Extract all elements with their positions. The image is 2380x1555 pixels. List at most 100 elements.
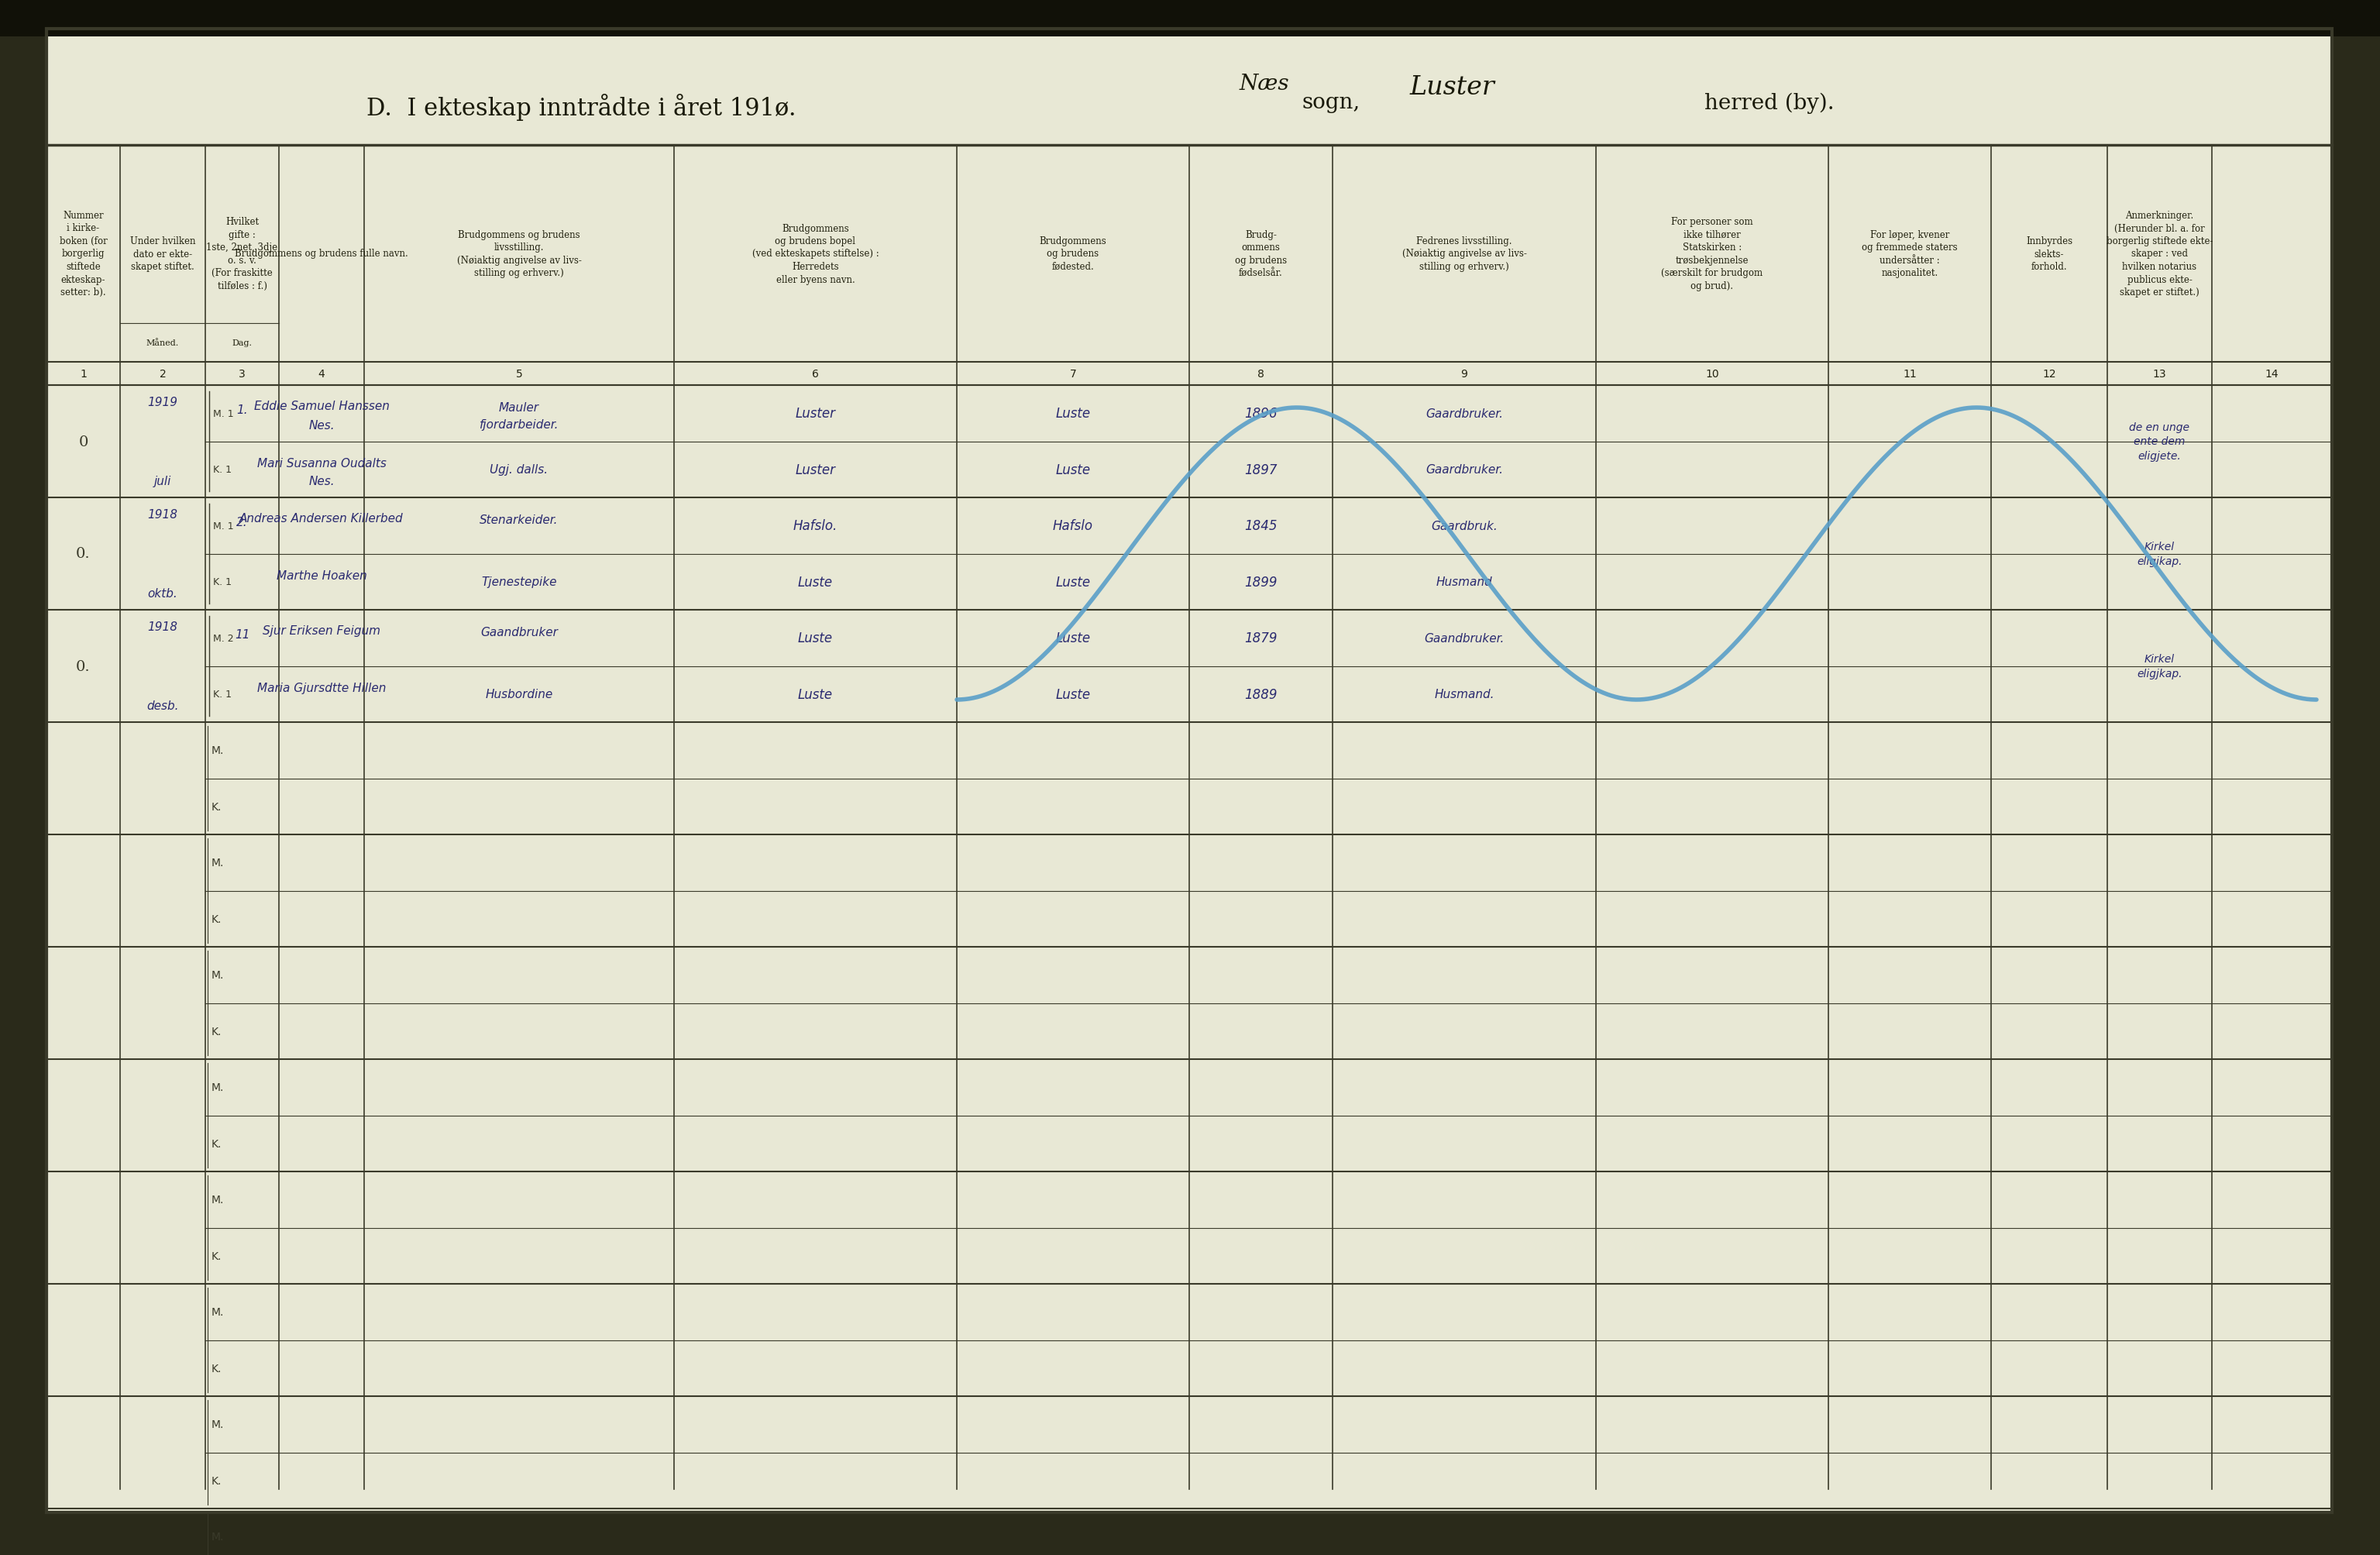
Text: Luste: Luste bbox=[1057, 575, 1090, 589]
Text: M. 1: M. 1 bbox=[214, 521, 233, 532]
Text: herred (by).: herred (by). bbox=[1704, 92, 1835, 114]
Bar bbox=[0, 0, 2380, 22]
Text: Brudgommens og brudens fulle navn.: Brudgommens og brudens fulle navn. bbox=[236, 249, 409, 260]
Text: Maria Gjursdtte Hillen: Maria Gjursdtte Hillen bbox=[257, 683, 386, 694]
Text: 1899: 1899 bbox=[1245, 575, 1278, 589]
Text: For personer som
ikke tilhører
Statskirken :
trøsbekjennelse
(særskilt for brudg: For personer som ikke tilhører Statskirk… bbox=[1661, 218, 1764, 291]
Text: K.: K. bbox=[212, 801, 221, 812]
Text: Luste: Luste bbox=[1057, 463, 1090, 477]
Text: K. 1: K. 1 bbox=[214, 689, 231, 700]
Text: 1.: 1. bbox=[236, 404, 248, 415]
Text: desb.: desb. bbox=[148, 700, 178, 712]
Text: Fedrenes livsstilling.
(Nøiaktig angivelse av livs-
stilling og erhverv.): Fedrenes livsstilling. (Nøiaktig angivel… bbox=[1402, 236, 1526, 272]
Text: Hafslo: Hafslo bbox=[1052, 519, 1092, 533]
Text: K.: K. bbox=[212, 1476, 221, 1487]
Text: Mauler: Mauler bbox=[500, 401, 540, 414]
Text: M.: M. bbox=[212, 1418, 224, 1429]
Text: Luster: Luster bbox=[1409, 75, 1495, 100]
Text: K. 1: K. 1 bbox=[214, 465, 231, 474]
Text: Gaandbruker.: Gaandbruker. bbox=[1423, 633, 1504, 644]
Text: fjordarbeider.: fjordarbeider. bbox=[478, 418, 559, 431]
Text: Stenarkeider.: Stenarkeider. bbox=[481, 515, 559, 526]
Text: Måned.: Måned. bbox=[145, 339, 178, 347]
Text: 0.: 0. bbox=[76, 659, 90, 673]
Text: M. 1: M. 1 bbox=[214, 409, 233, 418]
Text: sogn,: sogn, bbox=[1302, 93, 1359, 114]
Text: Luste: Luste bbox=[797, 631, 833, 645]
Text: Marthe Hoaken: Marthe Hoaken bbox=[276, 571, 367, 582]
Text: Luster: Luster bbox=[795, 407, 835, 421]
Text: Næs: Næs bbox=[1240, 73, 1290, 95]
Text: K.: K. bbox=[212, 1362, 221, 1373]
Text: Brudgommens
og brudens
fødested.: Brudgommens og brudens fødested. bbox=[1040, 236, 1107, 272]
Text: Luste: Luste bbox=[797, 575, 833, 589]
Text: Dag.: Dag. bbox=[231, 339, 252, 347]
Text: Andreas Andersen Killerbed: Andreas Andersen Killerbed bbox=[240, 513, 405, 524]
Text: 4: 4 bbox=[319, 369, 326, 379]
Text: Gaardbruker.: Gaardbruker. bbox=[1426, 463, 1504, 476]
Text: 1919: 1919 bbox=[148, 397, 178, 407]
Text: K.: K. bbox=[212, 1138, 221, 1149]
Text: Brudg-
ommens
og brudens
fødselsår.: Brudg- ommens og brudens fødselsår. bbox=[1235, 230, 1288, 278]
Text: 1845: 1845 bbox=[1245, 519, 1278, 533]
Text: 1: 1 bbox=[81, 369, 86, 379]
Text: Brudgommens og brudens
livsstilling.
(Nøiaktig angivelse av livs-
stilling og er: Brudgommens og brudens livsstilling. (Nø… bbox=[457, 230, 581, 278]
Text: 5: 5 bbox=[516, 369, 524, 379]
Text: oktb.: oktb. bbox=[148, 588, 178, 600]
Text: M.: M. bbox=[212, 1082, 224, 1093]
Text: M.: M. bbox=[212, 970, 224, 981]
Text: Anmerkninger.
(Herunder bl. a. for
borgerlig stiftede ekte-
skaper : ved
hvilken: Anmerkninger. (Herunder bl. a. for borge… bbox=[2106, 210, 2213, 297]
Text: Sjur Eriksen Feigum: Sjur Eriksen Feigum bbox=[262, 625, 381, 636]
Text: 13: 13 bbox=[2154, 369, 2166, 379]
Text: Tjenestepike: Tjenestepike bbox=[481, 577, 557, 588]
Text: Eddie Samuel Hanssen: Eddie Samuel Hanssen bbox=[255, 400, 390, 412]
Text: K.: K. bbox=[212, 1026, 221, 1037]
Text: Innbyrdes
slekts-
forhold.: Innbyrdes slekts- forhold. bbox=[2025, 236, 2073, 272]
Text: Luster: Luster bbox=[795, 463, 835, 477]
Text: Brudgommens
og brudens bopel
(ved ekteskapets stiftelse) :
Herredets
eller byens: Brudgommens og brudens bopel (ved ektesk… bbox=[752, 224, 878, 285]
Text: Nes.: Nes. bbox=[309, 420, 336, 431]
Text: M.: M. bbox=[212, 1194, 224, 1205]
Text: 8: 8 bbox=[1257, 369, 1264, 379]
Text: Nes.: Nes. bbox=[309, 476, 336, 487]
Text: 7: 7 bbox=[1069, 369, 1076, 379]
Text: 1879: 1879 bbox=[1245, 631, 1278, 645]
Text: K.: K. bbox=[212, 1250, 221, 1261]
Text: 2: 2 bbox=[159, 369, 167, 379]
Text: Luste: Luste bbox=[1057, 687, 1090, 701]
Text: Kirkel
eligjkap.: Kirkel eligjkap. bbox=[2137, 541, 2182, 566]
Text: Luste: Luste bbox=[797, 687, 833, 701]
Text: Hvilket
gifte :
1ste, 2net, 3dje
o. s. v.
(For fraskitte
tilføles : f.): Hvilket gifte : 1ste, 2net, 3dje o. s. v… bbox=[207, 218, 278, 291]
Text: Luste: Luste bbox=[1057, 407, 1090, 421]
Text: 11: 11 bbox=[236, 628, 250, 641]
Text: 1889: 1889 bbox=[1245, 687, 1278, 701]
Text: Kirkel
eligjkap.: Kirkel eligjkap. bbox=[2137, 653, 2182, 680]
Text: 1918: 1918 bbox=[148, 620, 178, 633]
Text: M.: M. bbox=[212, 1306, 224, 1317]
Text: juli: juli bbox=[155, 476, 171, 487]
Text: 3: 3 bbox=[238, 369, 245, 379]
Text: Husmand: Husmand bbox=[1435, 577, 1492, 588]
Text: K.: K. bbox=[212, 914, 221, 924]
Text: 1897: 1897 bbox=[1245, 463, 1278, 477]
Text: Gaardbruker.: Gaardbruker. bbox=[1426, 407, 1504, 420]
Text: Hafslo.: Hafslo. bbox=[793, 519, 838, 533]
Text: Nummer
i kirke-
boken (for
borgerlig
stiftede
ekteskap-
setter: b).: Nummer i kirke- boken (for borgerlig sti… bbox=[60, 210, 107, 297]
Text: 12: 12 bbox=[2042, 369, 2056, 379]
Text: D.  I ekteskap inntrådte i året 191ø.: D. I ekteskap inntrådte i året 191ø. bbox=[367, 93, 795, 120]
Text: de en unge
ente dem
eligjete.: de en unge ente dem eligjete. bbox=[2130, 421, 2190, 462]
Text: 2.: 2. bbox=[236, 516, 248, 529]
Text: Husmand.: Husmand. bbox=[1435, 689, 1495, 700]
Text: Ugj. dalls.: Ugj. dalls. bbox=[490, 463, 547, 476]
Text: K. 1: K. 1 bbox=[214, 577, 231, 588]
Text: 0.: 0. bbox=[76, 547, 90, 561]
Text: 9: 9 bbox=[1461, 369, 1468, 379]
Text: Husbordine: Husbordine bbox=[486, 689, 552, 700]
Text: Luste: Luste bbox=[1057, 631, 1090, 645]
Text: Mari Susanna Oudalts: Mari Susanna Oudalts bbox=[257, 457, 386, 470]
Text: M.: M. bbox=[212, 857, 224, 868]
Text: M. 2: M. 2 bbox=[214, 633, 233, 644]
Text: 14: 14 bbox=[2266, 369, 2278, 379]
Text: 10: 10 bbox=[1706, 369, 1718, 379]
Text: 6: 6 bbox=[812, 369, 819, 379]
